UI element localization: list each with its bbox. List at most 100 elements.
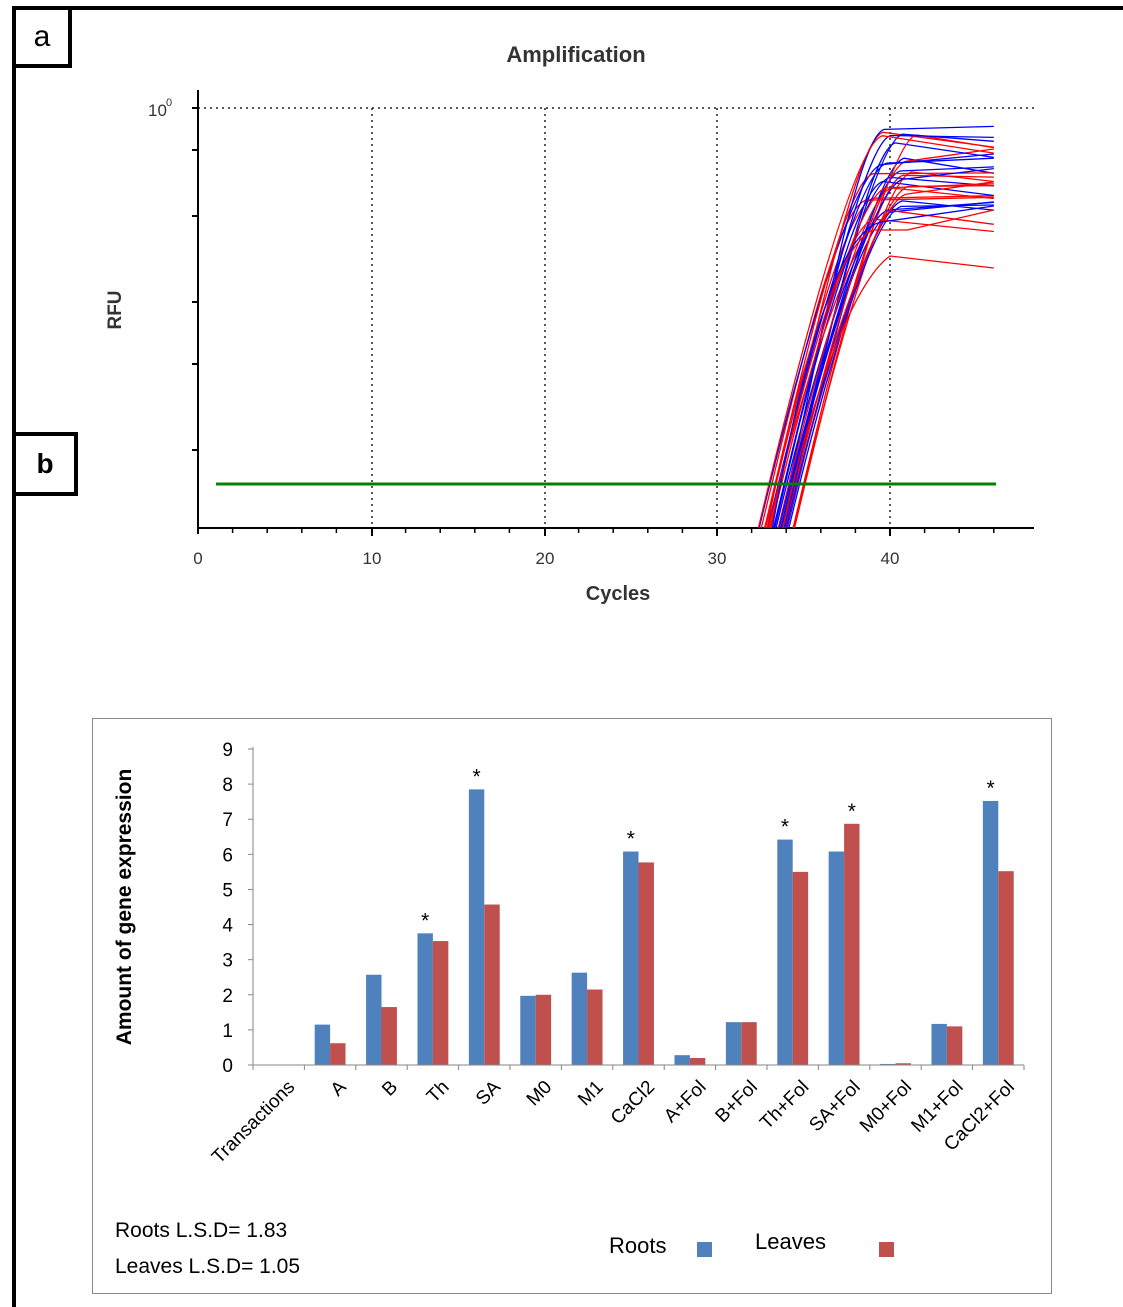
significance-star: * xyxy=(986,777,994,800)
bar-roots xyxy=(623,851,639,1065)
amplification-ylabel: RFU xyxy=(105,290,126,329)
bar-leaves xyxy=(998,871,1014,1065)
amplification-curve xyxy=(778,125,994,529)
svg-text:0: 0 xyxy=(166,97,172,109)
bar-roots xyxy=(417,933,433,1065)
bar-leaves xyxy=(638,862,654,1065)
y-axis-ticks: 0 1 2 3 4 5 6 7 8 9 xyxy=(222,740,1025,1077)
x-category-label: A xyxy=(327,1077,351,1101)
y-tick-label: 7 xyxy=(222,810,233,831)
amplification-grid xyxy=(198,107,1034,528)
amplification-title: Amplification xyxy=(506,42,645,67)
svg-text:10: 10 xyxy=(148,101,167,120)
x-tick-label: 0 xyxy=(193,549,202,568)
y-tick-label: 6 xyxy=(222,845,233,866)
amplification-axes xyxy=(192,90,1034,536)
amplification-curve xyxy=(767,209,994,529)
x-category-label: B xyxy=(378,1077,402,1101)
x-category-label: A+Fol xyxy=(660,1077,710,1127)
x-category-label: M0+Fol xyxy=(856,1077,916,1137)
amplification-curve xyxy=(784,148,994,529)
bar-leaves xyxy=(330,1043,346,1065)
amplification-curve xyxy=(767,157,994,529)
bar-roots xyxy=(674,1055,690,1065)
leaves-lsd-annotation: Leaves L.S.D= 1.05 xyxy=(115,1255,301,1278)
bar-roots xyxy=(571,972,588,1065)
significance-star: * xyxy=(472,765,480,788)
bar-leaves xyxy=(535,994,552,1065)
significance-star: * xyxy=(781,816,789,839)
bar-leaves xyxy=(689,1057,706,1065)
legend-leaves-label: Leaves xyxy=(755,1229,826,1254)
roots-lsd-annotation: Roots L.S.D= 1.83 xyxy=(115,1219,288,1242)
x-tick-label: 40 xyxy=(881,549,900,568)
bar-roots xyxy=(931,1023,947,1065)
amplification-curve xyxy=(785,200,994,529)
amplification-curves xyxy=(757,125,994,529)
bar-leaves xyxy=(432,941,449,1065)
bar-leaves xyxy=(587,989,603,1065)
significance-star: * xyxy=(421,909,429,932)
y-tick-label: 0 xyxy=(222,1056,233,1077)
y-tick-label: 9 xyxy=(222,740,233,761)
bar-roots xyxy=(880,1063,896,1065)
bar-roots xyxy=(982,800,999,1065)
bar-leaves xyxy=(895,1063,911,1065)
x-category-label: M1 xyxy=(574,1077,608,1111)
x-tick-label: 20 xyxy=(536,549,555,568)
y-tick-label: 3 xyxy=(222,951,233,972)
amplification-curve xyxy=(757,135,994,529)
x-category-label: Th+Fol xyxy=(756,1077,813,1134)
amplification-curve xyxy=(788,204,994,529)
x-category-label: CaCl2 xyxy=(607,1077,659,1129)
x-category-label: SA+Fol xyxy=(805,1077,864,1136)
x-category-label: SA xyxy=(472,1077,505,1110)
bar-roots xyxy=(777,839,793,1065)
y-tick-label: 8 xyxy=(222,775,233,796)
y-tick-label: 4 xyxy=(222,916,233,937)
y-tick-label: 1 xyxy=(222,1021,233,1042)
amplification-curve xyxy=(793,134,994,529)
amplification-xlabel: Cycles xyxy=(586,583,651,605)
amplification-x-tick-labels: 0 10 20 30 40 xyxy=(193,549,899,568)
bar-leaves xyxy=(484,904,500,1065)
amplification-curve xyxy=(782,255,994,529)
x-category-label: Transactions xyxy=(208,1077,299,1168)
bar-leaves xyxy=(381,1007,397,1065)
amplification-curve xyxy=(775,201,994,529)
amplification-curve xyxy=(777,187,994,529)
bar-roots xyxy=(314,1024,331,1065)
legend-roots-label: Roots xyxy=(609,1233,667,1258)
significance-star: * xyxy=(627,828,635,851)
significance-markers: * * * * * * xyxy=(421,765,995,932)
amplification-curve xyxy=(760,196,994,529)
panel-label-a: a xyxy=(12,6,72,68)
x-tick-label: 10 xyxy=(363,549,382,568)
bar-roots xyxy=(828,851,845,1065)
legend-roots-swatch xyxy=(697,1242,712,1257)
amplification-curve xyxy=(782,181,994,529)
amplification-curve xyxy=(783,142,994,529)
amplification-y-tick-label: 10 0 xyxy=(148,97,172,120)
bar-roots xyxy=(520,995,536,1065)
x-category-label: M0 xyxy=(523,1077,557,1111)
x-category-label: B+Fol xyxy=(712,1077,762,1127)
significance-star: * xyxy=(848,800,856,823)
bar-leaves xyxy=(741,1022,757,1065)
amplification-curve xyxy=(780,133,994,529)
amplification-curve xyxy=(774,134,994,529)
y-tick-label: 2 xyxy=(222,986,233,1007)
bars xyxy=(314,789,1014,1065)
bar-leaves xyxy=(792,871,809,1065)
legend-leaves-swatch xyxy=(879,1242,894,1257)
amplification-curve xyxy=(771,205,994,529)
frame-left-border xyxy=(12,6,16,1307)
bar-roots xyxy=(468,789,485,1065)
x-tick-label: 30 xyxy=(708,549,727,568)
panel-label-b: b xyxy=(12,432,78,496)
bar-roots xyxy=(725,1022,742,1065)
x-category-label: Th xyxy=(423,1077,454,1108)
bar-chart-ylabel: Amount of gene expression xyxy=(113,769,136,1046)
